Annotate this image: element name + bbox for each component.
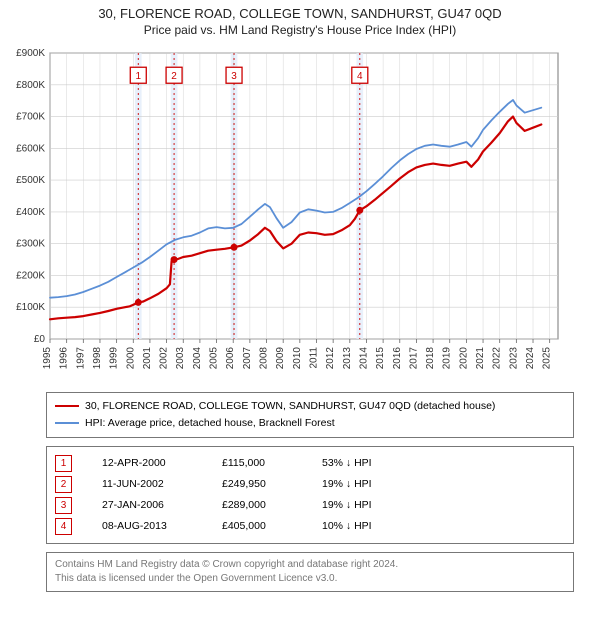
svg-text:2: 2 — [171, 71, 177, 82]
svg-text:2019: 2019 — [442, 347, 453, 370]
svg-text:£300K: £300K — [16, 239, 45, 250]
sale-marker-icon: 2 — [55, 476, 72, 493]
svg-text:2000: 2000 — [125, 347, 136, 370]
sale-delta: 53% ↓ HPI — [322, 457, 402, 469]
legend: 30, FLORENCE ROAD, COLLEGE TOWN, SANDHUR… — [46, 392, 574, 438]
svg-text:2001: 2001 — [142, 347, 153, 370]
svg-text:2017: 2017 — [408, 347, 419, 370]
svg-text:£900K: £900K — [16, 48, 45, 59]
svg-text:£0: £0 — [34, 334, 46, 345]
page-title: 30, FLORENCE ROAD, COLLEGE TOWN, SANDHUR… — [6, 6, 594, 21]
table-row: 1 12-APR-2000 £115,000 53% ↓ HPI — [55, 453, 565, 474]
svg-text:2007: 2007 — [242, 347, 253, 370]
sale-marker-icon: 1 — [55, 455, 72, 472]
sale-marker-icon: 3 — [55, 497, 72, 514]
svg-text:1998: 1998 — [92, 347, 103, 370]
table-row: 4 08-AUG-2013 £405,000 10% ↓ HPI — [55, 516, 565, 537]
svg-text:2021: 2021 — [475, 347, 486, 370]
svg-text:2016: 2016 — [392, 347, 403, 370]
svg-text:£200K: £200K — [16, 270, 45, 281]
svg-text:4: 4 — [357, 71, 363, 82]
svg-text:2010: 2010 — [292, 347, 303, 370]
table-row: 2 11-JUN-2002 £249,950 19% ↓ HPI — [55, 474, 565, 495]
sale-price: £289,000 — [222, 499, 292, 511]
svg-text:2004: 2004 — [192, 347, 203, 370]
footnote-line-1: Contains HM Land Registry data © Crown c… — [55, 558, 565, 572]
sale-delta: 10% ↓ HPI — [322, 520, 402, 532]
svg-text:2015: 2015 — [375, 347, 386, 370]
svg-text:2014: 2014 — [358, 347, 369, 370]
svg-text:£800K: £800K — [16, 80, 45, 91]
svg-text:1995: 1995 — [42, 347, 53, 370]
svg-text:3: 3 — [231, 71, 237, 82]
page-subtitle: Price paid vs. HM Land Registry's House … — [6, 23, 594, 37]
svg-text:1997: 1997 — [75, 347, 86, 370]
legend-item: HPI: Average price, detached house, Brac… — [55, 415, 565, 432]
table-row: 3 27-JAN-2006 £289,000 19% ↓ HPI — [55, 495, 565, 516]
legend-item: 30, FLORENCE ROAD, COLLEGE TOWN, SANDHUR… — [55, 398, 565, 415]
sale-delta: 19% ↓ HPI — [322, 478, 402, 490]
svg-text:£500K: £500K — [16, 175, 45, 186]
svg-text:2018: 2018 — [425, 347, 436, 370]
legend-swatch — [55, 405, 79, 407]
svg-text:1: 1 — [135, 71, 141, 82]
footnote-line-2: This data is licensed under the Open Gov… — [55, 572, 565, 586]
sale-price: £405,000 — [222, 520, 292, 532]
svg-text:£600K: £600K — [16, 143, 45, 154]
legend-swatch — [55, 422, 79, 424]
sale-date: 12-APR-2000 — [102, 457, 192, 469]
legend-label: 30, FLORENCE ROAD, COLLEGE TOWN, SANDHUR… — [85, 398, 495, 415]
sales-table: 1 12-APR-2000 £115,000 53% ↓ HPI 2 11-JUN-200… — [46, 446, 574, 544]
svg-text:1996: 1996 — [59, 347, 70, 370]
svg-text:£700K: £700K — [16, 112, 45, 123]
legend-label: HPI: Average price, detached house, Brac… — [85, 415, 335, 432]
svg-text:2003: 2003 — [175, 347, 186, 370]
svg-text:2002: 2002 — [159, 347, 170, 370]
price-chart: £0 £100K £200K £300K £400K £500K £600K £700K £80… — [6, 45, 566, 385]
svg-text:2013: 2013 — [342, 347, 353, 370]
sale-marker-icon: 4 — [55, 518, 72, 535]
svg-text:£400K: £400K — [16, 207, 45, 218]
sale-date: 27-JAN-2006 — [102, 499, 192, 511]
svg-text:2005: 2005 — [209, 347, 220, 370]
sale-price: £249,950 — [222, 478, 292, 490]
svg-text:2024: 2024 — [525, 347, 536, 370]
svg-text:2006: 2006 — [225, 347, 236, 370]
sale-price: £115,000 — [222, 457, 292, 469]
footnote: Contains HM Land Registry data © Crown c… — [46, 552, 574, 592]
svg-text:2023: 2023 — [508, 347, 519, 370]
svg-text:£100K: £100K — [16, 302, 45, 313]
svg-text:2009: 2009 — [275, 347, 286, 370]
sale-date: 11-JUN-2002 — [102, 478, 192, 490]
svg-text:1999: 1999 — [109, 347, 120, 370]
sale-delta: 19% ↓ HPI — [322, 499, 402, 511]
svg-text:2008: 2008 — [259, 347, 270, 370]
chart-container: £0 £100K £200K £300K £400K £500K £600K £700K £80… — [6, 45, 594, 390]
svg-text:2025: 2025 — [542, 347, 553, 370]
svg-text:2022: 2022 — [492, 347, 503, 370]
svg-text:2011: 2011 — [308, 347, 319, 369]
sale-date: 08-AUG-2013 — [102, 520, 192, 532]
svg-text:2012: 2012 — [325, 347, 336, 370]
svg-text:2020: 2020 — [458, 347, 469, 370]
